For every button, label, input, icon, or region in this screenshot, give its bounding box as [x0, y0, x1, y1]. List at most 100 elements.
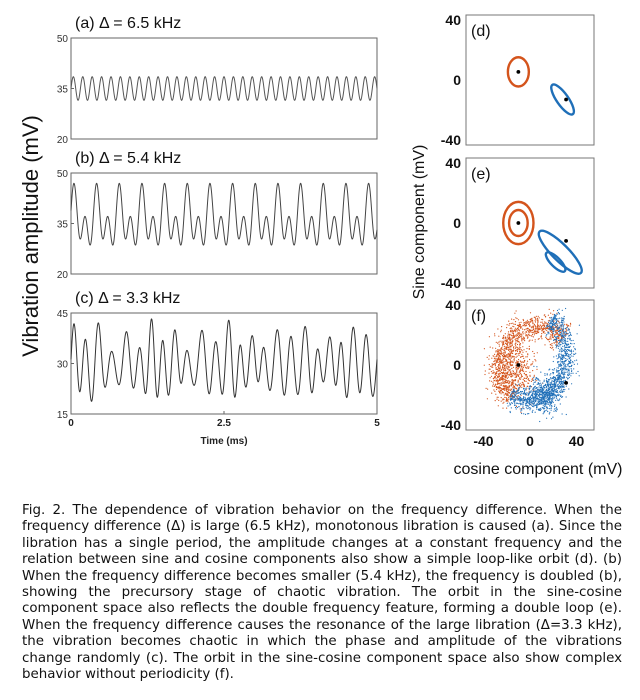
scatter-point [562, 386, 564, 388]
scatter-point [533, 381, 535, 383]
scatter-point [514, 312, 516, 314]
scatter-point [533, 328, 535, 330]
scatter-point [491, 357, 493, 359]
scatter-point [524, 332, 526, 334]
scatter-point [494, 385, 496, 387]
scatter-point [519, 408, 521, 410]
scatter-point [514, 323, 517, 325]
scatter-point [505, 379, 507, 381]
scatter-point [561, 370, 563, 372]
scatter-point [507, 331, 510, 333]
scatter-point [568, 353, 570, 355]
scatter-point [545, 336, 547, 338]
scatter-point [529, 398, 531, 400]
scatter-point [543, 379, 545, 381]
scatter-point [507, 354, 509, 356]
scatter-point [495, 373, 497, 375]
scatter-point [512, 398, 514, 400]
scatter-point [538, 395, 540, 397]
scatter-point [496, 361, 498, 363]
scatter-point [572, 372, 574, 374]
scatter-point [517, 341, 519, 343]
scatter-point [519, 344, 521, 346]
scatter-point [526, 400, 528, 402]
scatter-point [516, 384, 518, 386]
scatter-point [543, 323, 545, 325]
scatter-point [512, 330, 514, 332]
scatter-point [547, 320, 550, 322]
scatter-point [537, 318, 539, 320]
scatter-point [509, 351, 511, 353]
scatter-point [497, 377, 499, 379]
scatter-point [552, 400, 554, 402]
scatter-point [516, 333, 518, 335]
scatter-point [539, 397, 541, 399]
scatter-point [507, 356, 509, 358]
scatter-point [512, 336, 514, 338]
scatter-point [501, 366, 504, 368]
plot-frame [70, 312, 378, 415]
scatter-point [515, 331, 517, 333]
scatter-point [505, 363, 507, 365]
scatter-point [556, 339, 558, 341]
scatter-point [532, 327, 534, 329]
scatter-point [511, 397, 513, 400]
scatter-point [541, 392, 544, 394]
scatter-point [517, 327, 519, 329]
scatter-point [541, 407, 543, 409]
scatter-point [516, 355, 518, 357]
scatter-point [530, 363, 532, 365]
scatter-point [502, 348, 504, 350]
scatter-point [531, 394, 533, 396]
scatter-point [512, 375, 514, 377]
scatter-point [520, 333, 522, 336]
scatter-point [512, 372, 515, 374]
scatter-point [548, 398, 550, 400]
scatter-point [547, 325, 549, 328]
scatter-point [525, 399, 527, 401]
scatter-point [498, 343, 500, 345]
scatter-point [558, 322, 560, 324]
scatter-point [513, 385, 516, 387]
scatter-point [532, 376, 535, 378]
scatter-point [544, 344, 546, 346]
scatter-point [498, 356, 500, 358]
scatter-point [519, 386, 521, 389]
scatter-point [514, 380, 517, 382]
scatter-point [537, 389, 539, 391]
scatter-point [546, 406, 548, 408]
y-tick-label: 40 [445, 297, 461, 313]
scatter-point [569, 322, 572, 324]
scatter-point [553, 386, 555, 388]
scatter-point [489, 365, 491, 367]
scatter-point [562, 343, 564, 345]
plot-frame [465, 157, 595, 289]
scatter-point [567, 348, 569, 351]
scatter-point [486, 398, 488, 400]
scatter-point [519, 343, 522, 345]
scatter-point [565, 371, 567, 373]
scatter-point [541, 391, 543, 393]
scatter-point [549, 382, 551, 384]
scatter-point [558, 355, 560, 357]
scatter-point [530, 331, 532, 333]
scatter-point [507, 390, 509, 392]
scatter-point [552, 397, 554, 399]
scatter-point [506, 324, 508, 326]
scatter-point [540, 403, 543, 405]
scatter-point [511, 337, 513, 339]
scatter-point [498, 352, 500, 354]
scatter-point [513, 336, 515, 338]
scatter-point [517, 368, 520, 370]
scatter-point [498, 366, 500, 369]
scatter-point [533, 386, 536, 388]
scatter-point [528, 407, 531, 409]
scatter-point [557, 347, 560, 349]
scatter-point [517, 360, 519, 362]
scatter-point [546, 401, 548, 403]
scatter-point [534, 390, 536, 392]
scatter-point [523, 349, 525, 351]
scatter-point [555, 378, 558, 380]
scatter-point [525, 323, 527, 325]
left-ylabel: Vibration amplitude (mV) [18, 115, 43, 357]
